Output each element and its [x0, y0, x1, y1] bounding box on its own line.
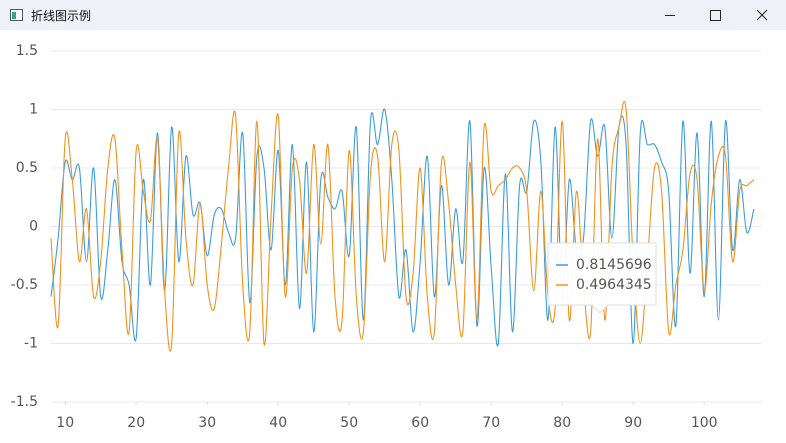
tooltip-box	[547, 242, 657, 314]
app-icon	[10, 9, 23, 21]
x-tick-label: 50	[340, 415, 358, 431]
x-tick-label: 40	[269, 415, 287, 431]
x-tick-label: 80	[553, 415, 571, 431]
x-tick-label: 10	[56, 415, 74, 431]
tooltip: 0.8145696 0.4964345	[547, 242, 657, 314]
close-button[interactable]	[756, 9, 768, 21]
x-tick-label: 70	[482, 415, 500, 431]
line-series	[50, 100, 755, 352]
x-tick-label: 100	[691, 415, 718, 431]
maximize-button[interactable]	[710, 10, 721, 21]
window-title: 折线图示例	[31, 9, 92, 23]
y-tick-label: 1.5	[16, 43, 38, 59]
tooltip-value: 0.4964345	[576, 277, 652, 293]
title-bar: 折线图示例	[0, 0, 786, 30]
y-tick-label: 0	[29, 219, 38, 235]
tooltip-value: 0.8145696	[576, 257, 652, 273]
x-tick-label: 60	[411, 415, 429, 431]
x-tick-label: 90	[624, 415, 642, 431]
y-tick-label: 1	[29, 102, 38, 118]
y-tick-label: 0.5	[16, 160, 38, 176]
y-tick-label: -1	[24, 336, 38, 352]
x-tick-label: 20	[127, 415, 145, 431]
line-series	[50, 108, 755, 347]
window-chrome	[10, 9, 768, 21]
y-tick-label: -1.5	[11, 394, 38, 410]
y-tick-label: -0.5	[11, 277, 38, 293]
x-tick-label: 30	[198, 415, 216, 431]
app-icon-detail	[12, 12, 16, 19]
